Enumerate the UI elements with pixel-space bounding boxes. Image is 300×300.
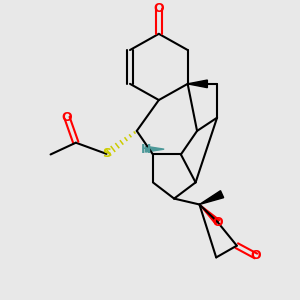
Text: H: H — [140, 143, 151, 156]
Text: O: O — [62, 111, 72, 124]
Polygon shape — [200, 205, 220, 224]
Text: S: S — [102, 147, 111, 161]
Text: O: O — [212, 216, 223, 229]
Text: O: O — [250, 250, 261, 262]
Polygon shape — [200, 191, 224, 205]
Polygon shape — [188, 80, 207, 88]
Text: O: O — [154, 2, 164, 15]
Polygon shape — [146, 146, 164, 152]
